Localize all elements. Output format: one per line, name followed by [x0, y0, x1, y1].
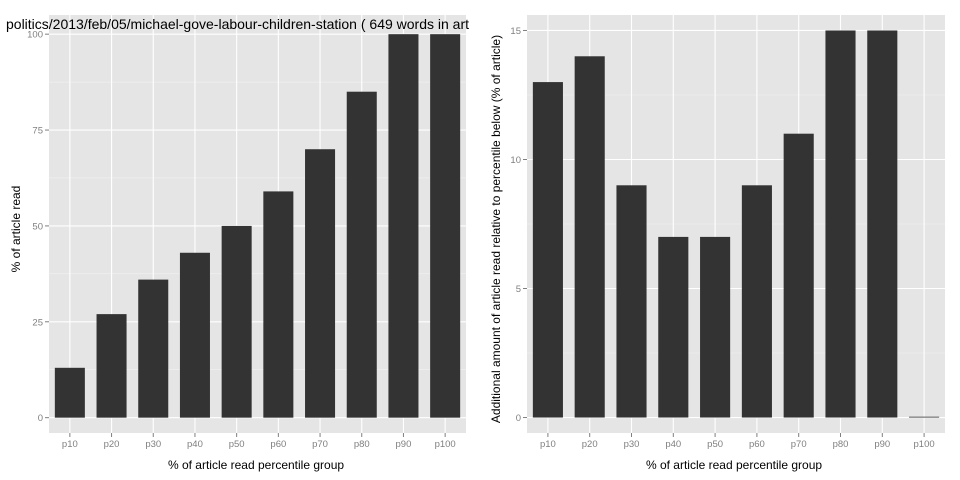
y-axis-title-right: Additional amount of article read relati… — [489, 35, 503, 423]
x-tick-label-p30-left: p30 — [145, 439, 161, 450]
bar-p40-left — [179, 252, 210, 418]
bar-p80-right — [825, 30, 856, 418]
x-tick-label-p70-right: p70 — [791, 439, 807, 450]
bar-p70-left — [305, 149, 336, 418]
bar-p50-right — [700, 236, 731, 418]
bar-p60-right — [741, 185, 772, 418]
x-tick-label-p20-left: p20 — [104, 439, 120, 450]
x-tick-label-p10-left: p10 — [62, 439, 78, 450]
chart-title-left: politics/2013/feb/05/michael-gove-labour… — [6, 16, 469, 32]
bar-p100-left — [430, 34, 461, 418]
y-tick-label-left: 50 — [32, 221, 43, 232]
x-tick-label-p100-left: p100 — [435, 439, 456, 450]
bar-p100-right — [909, 416, 940, 418]
x-tick-label-p50-left: p50 — [229, 439, 245, 450]
y-tick-label-left: 0 — [38, 413, 43, 424]
chart-panel-right: 0 5 10 15 p10 p20 p30 p40 p50 p60 p70 p80 p90 p100 — [510, 15, 945, 450]
y-tick-label-right: 0 — [516, 413, 521, 424]
chart-panel-left: 0 25 50 75 100 p10 p20 p30 p40 p50 p60 p70 p80 p90 p10… — [27, 15, 466, 450]
x-tick-label-p50-right: p50 — [707, 439, 723, 450]
x-tick-label-p30-right: p30 — [624, 439, 640, 450]
y-tick-label-right: 5 — [516, 284, 521, 295]
y-axis-title-left: % of article read — [9, 186, 23, 273]
bar-p30-right — [616, 185, 647, 418]
x-tick-label-p60-left: p60 — [270, 439, 286, 450]
y-tick-label-left: 75 — [32, 126, 43, 137]
bar-p20-left — [96, 314, 127, 418]
x-tick-label-p80-left: p80 — [354, 439, 370, 450]
bar-p20-right — [574, 56, 605, 418]
x-tick-label-p40-left: p40 — [187, 439, 203, 450]
bar-p80-left — [346, 91, 377, 418]
x-tick-label-p90-right: p90 — [874, 439, 890, 450]
y-tick-label-right: 15 — [510, 26, 521, 37]
bar-p40-right — [658, 236, 689, 418]
x-tick-label-p90-left: p90 — [396, 439, 412, 450]
x-axis-title-right: % of article read percentile group — [646, 458, 822, 472]
bar-p10-left — [54, 367, 85, 418]
x-tick-label-p10-right: p10 — [540, 439, 556, 450]
x-tick-label-p80-right: p80 — [833, 439, 849, 450]
x-tick-label-p40-right: p40 — [665, 439, 681, 450]
bar-p90-left — [388, 34, 419, 418]
y-tick-label-right: 10 — [510, 155, 521, 166]
bar-p70-right — [783, 133, 814, 418]
x-tick-label-p100-right: p100 — [914, 439, 935, 450]
x-tick-label-p60-right: p60 — [749, 439, 765, 450]
x-tick-label-p70-left: p70 — [312, 439, 328, 450]
bar-p10-right — [532, 82, 563, 418]
bar-p90-right — [867, 30, 898, 418]
y-tick-label-left: 25 — [32, 317, 43, 328]
bar-p50-left — [221, 225, 252, 418]
x-axis-title-left: % of article read percentile group — [168, 458, 344, 472]
x-tick-label-p20-right: p20 — [582, 439, 598, 450]
y-tick-label-left: 100 — [27, 30, 43, 41]
bar-p30-left — [138, 279, 169, 418]
bar-p60-left — [263, 191, 294, 418]
